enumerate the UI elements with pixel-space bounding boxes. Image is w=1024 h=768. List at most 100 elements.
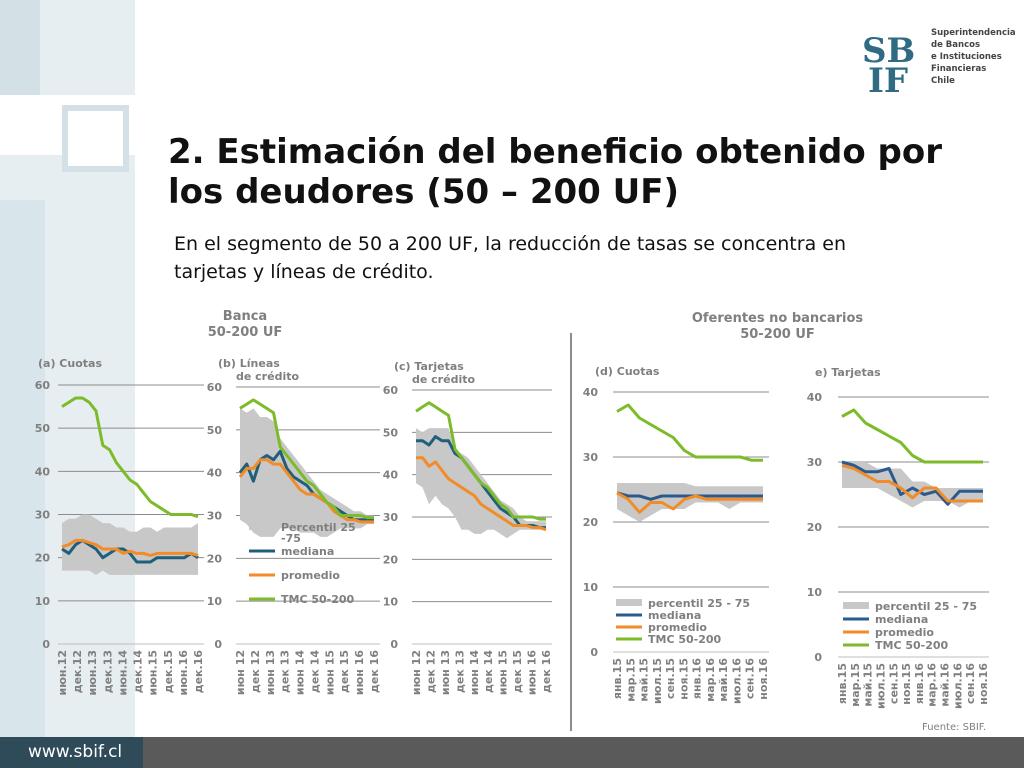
x-tick-label: июн.16 [177,650,190,696]
series-band-percentil [240,408,374,537]
x-tick-label: дек.13 [101,650,114,693]
y-tick-label: 30 [383,511,399,524]
footer-url[interactable]: www.sbif.cl [28,742,123,762]
legend-label: TMC 50-200 [281,593,355,606]
x-tick-label: май.16 [939,663,952,707]
series-line-promedio [238,458,374,524]
chart-title: (b) Líneas de crédito [218,357,299,383]
x-tick-label: дек 12 [249,650,262,693]
x-tick-label: июн 16 [526,650,539,695]
x-tick-label: дек 16 [368,650,381,693]
y-tick-label: 60 [383,384,399,397]
series-band-percentil [617,483,763,522]
x-tick-label: янв.15 [836,663,849,704]
y-tick-label: 30 [807,456,823,469]
legend-label: TMC 50-200 [648,633,722,646]
x-tick-label: сен.16 [964,663,977,704]
x-tick-label: дек 13 [453,650,466,693]
legend-label: TMC 50-200 [875,639,949,652]
x-tick-label: июл.15 [651,658,664,704]
x-tick-label: сен.16 [744,658,757,699]
x-tick-label: мар.15 [849,663,862,707]
x-tick-label: дек 13 [279,650,292,693]
chart-title: (a) Cuotas [38,357,102,370]
series-line-tmc [239,398,374,520]
slide-subtitle: En el segmento de 50 a 200 UF, la reducc… [174,233,846,283]
legend-swatch-band [843,602,869,609]
y-tick-label: 20 [35,552,51,565]
group-label-line: Banca [222,309,268,324]
y-tick-label: 60 [207,381,223,394]
logo-mark-top: SB [862,31,915,71]
legend-label: mediana [875,613,928,626]
series-line-tmc [61,396,199,519]
group-label-line: 50-200 UF [740,327,815,342]
x-tick-label: май.16 [717,658,730,702]
x-tick-label: июн 12 [234,650,247,695]
x-tick-label: июл.15 [874,663,887,709]
series-line-tmc [415,401,546,521]
group-divider [570,333,572,731]
y-tick-label: 30 [583,451,599,464]
x-tick-label: июн 14 [294,650,307,695]
x-tick-label: дек 15 [338,650,351,693]
legend-label: mediana [648,609,701,622]
x-tick-label: июн.15 [147,650,160,696]
legend-swatch-band [249,523,275,530]
x-tick-label: дек.14 [132,650,145,694]
y-tick-label: 40 [383,469,399,482]
x-tick-label: июн 13 [439,650,452,695]
series-line-promedio [616,491,763,514]
group-label-banca: Banca 50-200 UF [180,309,310,341]
x-tick-label: дек 14 [482,650,495,693]
x-tick-label: дек.16 [192,650,205,694]
decor-square-1 [0,0,40,95]
decor-square-3 [62,105,129,172]
legend-label: percentil 25 - 75 [648,597,750,610]
y-tick-label: 0 [214,638,222,651]
x-tick-label: июн.14 [116,650,129,696]
legend-label: promedio [648,621,707,634]
x-tick-label: май.15 [862,663,875,707]
y-tick-label: 10 [807,586,823,599]
chart-title: (c) Tarjetas de crédito [394,360,475,386]
x-tick-label: июн 15 [323,650,336,695]
logo-line: de Bancos [931,40,981,50]
series-line-mediana [616,491,763,501]
y-tick-label: 0 [390,638,398,651]
group-label-line: Oferentes no bancarios [691,311,864,326]
x-tick-label: июн 16 [353,650,366,695]
y-tick-label: 30 [207,510,223,523]
y-tick-label: 50 [35,422,51,435]
x-tick-label: июл.16 [951,663,964,709]
x-tick-label: июн 13 [264,650,277,695]
source-note: Fuente: SBIF. [922,722,987,733]
legend-label: Percentil 25 -75 [281,521,356,545]
series-line-tmc [841,408,983,464]
y-tick-label: 40 [35,465,51,478]
y-tick-label: 10 [35,595,51,608]
logo-line: Superintendencia [931,28,1016,38]
x-tick-label: дек 15 [511,650,524,693]
x-tick-label: сен.15 [887,663,900,704]
x-tick-label: янв.16 [913,663,926,704]
chart-title: e) Tarjetas [815,366,881,379]
y-tick-label: 40 [207,467,223,480]
y-tick-label: 40 [583,386,599,399]
series-band-percentil [842,462,983,508]
footer-tab [0,737,143,768]
legend-swatch-band [616,599,642,606]
legend-label: promedio [281,569,340,582]
x-tick-label: дек 16 [540,650,553,693]
y-tick-label: 10 [583,581,599,594]
y-tick-label: 10 [207,595,223,608]
logo-line: e Instituciones [931,52,1002,62]
group-label-nobancarios: Oferentes no bancarios 50-200 UF [660,311,895,343]
logo-text: Superintendencia de Bancos e Institucion… [931,27,1016,87]
y-tick-label: 40 [807,391,823,404]
x-tick-label: июн 15 [497,650,510,695]
y-tick-label: 50 [207,424,223,437]
series-line-promedio [841,463,983,503]
legend-label: percentil 25 - 75 [875,600,977,613]
y-tick-label: 50 [383,426,399,439]
